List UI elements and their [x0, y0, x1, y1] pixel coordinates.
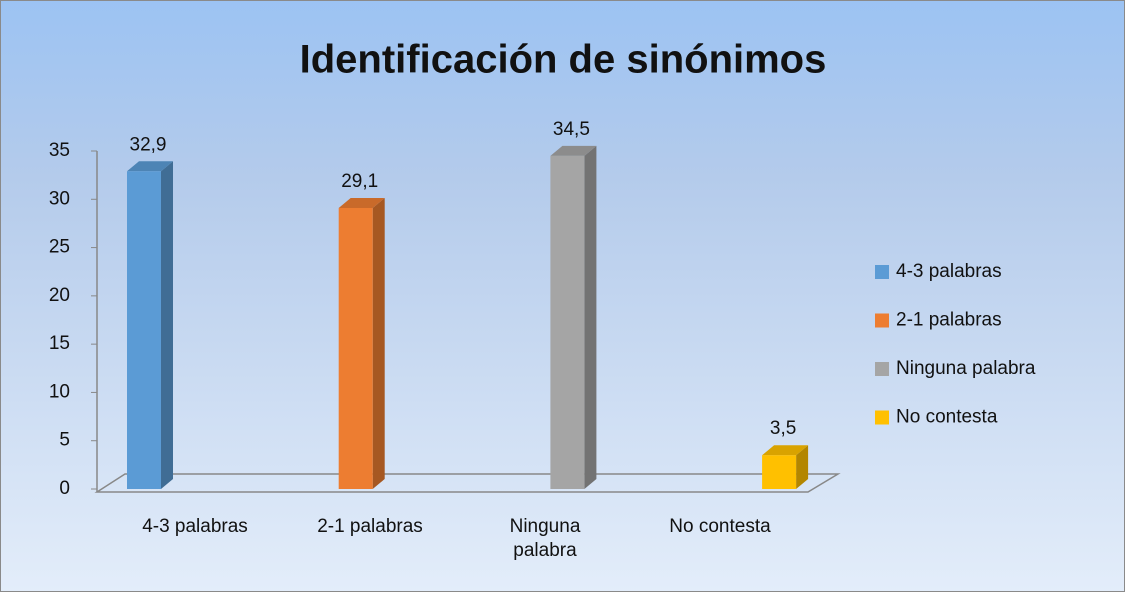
y-tick-label: 15 [49, 333, 70, 354]
bar-side [372, 197, 385, 489]
bar-side [161, 161, 173, 489]
legend-swatch [875, 410, 889, 425]
legend-label: 2-1 palabras [896, 310, 1002, 331]
x-tick-label: Ninguna palabra [509, 516, 581, 561]
x-tick-label: 2-1 palabras [317, 516, 423, 537]
legend-label: Ninguna palabra [896, 358, 1036, 379]
y-tick-label: 35 [49, 140, 70, 161]
bar-top [550, 145, 597, 156]
bar-top [127, 161, 173, 172]
legend-label: 4-3 palabras [896, 261, 1002, 282]
y-tick-label: 20 [49, 285, 70, 306]
data-label: 32,9 [130, 134, 167, 155]
chart-title: Identificación de sinónimos [300, 38, 827, 82]
data-label: 3,5 [770, 418, 796, 439]
data-label: 34,5 [553, 119, 590, 140]
legend-swatch [875, 313, 889, 328]
y-tick-label: 25 [49, 237, 70, 258]
legend-swatch [875, 362, 889, 376]
y-tick-label: 5 [59, 430, 70, 451]
y-tick-label: 10 [49, 381, 70, 402]
bar-side [584, 145, 597, 490]
bar [550, 155, 585, 490]
floor [94, 473, 841, 493]
bar [127, 171, 161, 489]
bar-top [762, 445, 809, 456]
bar [338, 207, 373, 489]
bar-top [338, 197, 385, 208]
bar-side [796, 445, 809, 489]
y-tick-label: 0 [59, 478, 70, 499]
legend-label: No contesta [896, 407, 998, 428]
data-label: 29,1 [341, 171, 378, 192]
x-tick-label: 4-3 palabras [142, 516, 248, 537]
y-tick-label: 30 [49, 188, 70, 209]
bar [762, 455, 797, 489]
x-tick-label: No contesta [669, 516, 771, 537]
legend-swatch [875, 265, 889, 279]
